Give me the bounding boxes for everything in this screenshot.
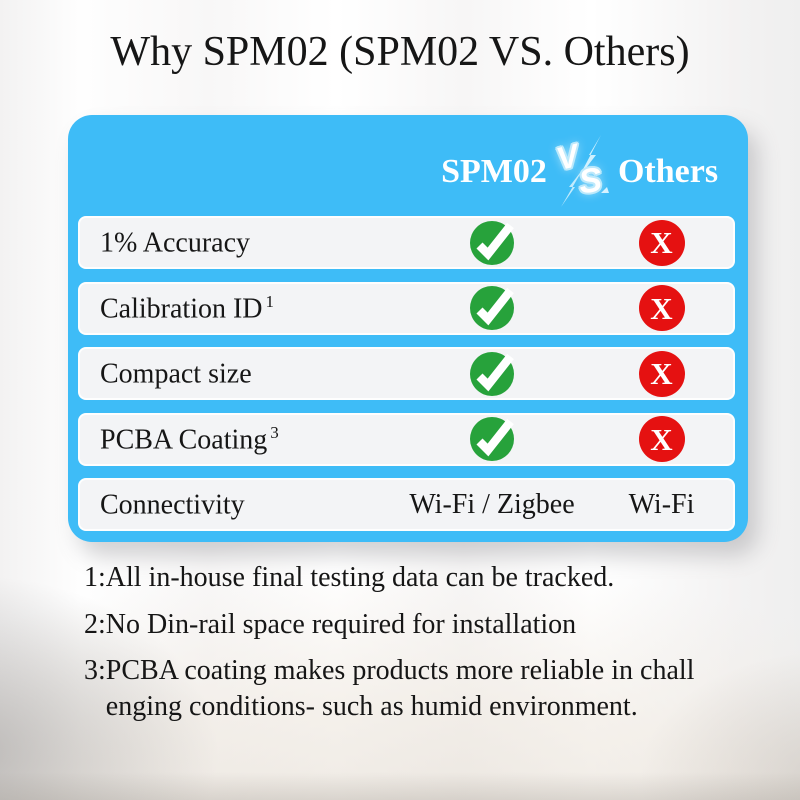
check-icon xyxy=(469,416,515,462)
table-row-pcba-coating: PCBA Coating 3 X xyxy=(78,412,735,466)
column-header-others: Others xyxy=(617,153,719,190)
footnote-2: 2: No Din-rail space required for instal… xyxy=(84,607,732,643)
others-cell: Wi-Fi xyxy=(590,488,733,520)
others-cell: X xyxy=(590,416,733,462)
spm02-cell: Wi-Fi / Zigbee xyxy=(394,488,590,520)
cross-glyph: X xyxy=(650,421,673,457)
cross-icon: X xyxy=(638,350,685,397)
cross-glyph: X xyxy=(650,225,673,260)
check-icon xyxy=(469,220,515,266)
vs-badge: V S xyxy=(549,135,615,207)
others-cell: X xyxy=(590,219,733,266)
others-cell: X xyxy=(590,285,733,331)
row-label: 1% Accuracy xyxy=(80,227,394,257)
others-cell: X xyxy=(590,350,733,397)
table-header: SPM02 V S Others xyxy=(68,115,748,216)
footnote-3: 3: PCBA coating makes products more reli… xyxy=(84,653,732,724)
row-label-text: 1% Accuracy xyxy=(100,227,251,259)
table-rows: 1% Accuracy X Calibration ID 1 X Co xyxy=(78,216,735,544)
cross-icon: X xyxy=(638,416,685,462)
footnote-number: 2: xyxy=(84,608,106,640)
check-icon xyxy=(469,285,515,331)
footnote-number: 1: xyxy=(84,562,106,593)
spm02-cell xyxy=(394,220,590,266)
footnote-1: 1: All in-house final testing data can b… xyxy=(84,560,732,596)
cross-icon: X xyxy=(638,285,685,331)
table-row-accuracy: 1% Accuracy X xyxy=(78,216,735,269)
comparison-table: SPM02 V S Others 1% Accuracy xyxy=(68,115,748,542)
page-title: Why SPM02 (SPM02 VS. Others) xyxy=(110,29,690,75)
footnote-text: All in-house final testing data can be t… xyxy=(105,562,615,593)
spm02-cell xyxy=(394,285,590,331)
table-row-compact-size: Compact size X xyxy=(78,347,735,400)
row-label: Calibration ID 1 xyxy=(80,293,394,323)
row-label: Connectivity xyxy=(80,489,394,519)
footnotes: 1: All in-house final testing data can b… xyxy=(84,560,732,735)
cross-glyph: X xyxy=(650,356,673,391)
footnote-ref: 1 xyxy=(265,291,275,311)
row-label: PCBA Coating 3 xyxy=(80,424,394,454)
lightning-icon xyxy=(555,135,609,207)
column-header-spm02: SPM02 xyxy=(441,153,547,190)
footnote-text: PCBA coating makes products more reliabl… xyxy=(105,655,695,722)
row-label-text: Connectivity xyxy=(100,489,245,521)
spm02-cell xyxy=(394,416,590,462)
check-icon xyxy=(469,351,515,397)
row-label-text: PCBA Coating xyxy=(100,424,268,456)
footnote-text: No Din-rail space required for installat… xyxy=(105,608,577,640)
row-label-text: Compact size xyxy=(100,358,252,390)
vs-letter-s: S xyxy=(576,160,605,202)
others-connectivity-value: Wi-Fi xyxy=(628,488,695,520)
footnote-number: 3: xyxy=(84,655,106,687)
cross-icon: X xyxy=(638,219,685,266)
spm02-cell xyxy=(394,351,590,397)
table-row-calibration-id: Calibration ID 1 X xyxy=(78,281,735,335)
spm02-connectivity-value: Wi-Fi / Zigbee xyxy=(409,488,575,520)
row-label: Compact size xyxy=(80,358,394,388)
row-label-text: Calibration ID xyxy=(100,293,263,325)
cross-glyph: X xyxy=(650,290,673,326)
footnote-ref: 3 xyxy=(270,422,279,442)
table-row-connectivity: Connectivity Wi-Fi / Zigbee Wi-Fi xyxy=(78,478,735,531)
